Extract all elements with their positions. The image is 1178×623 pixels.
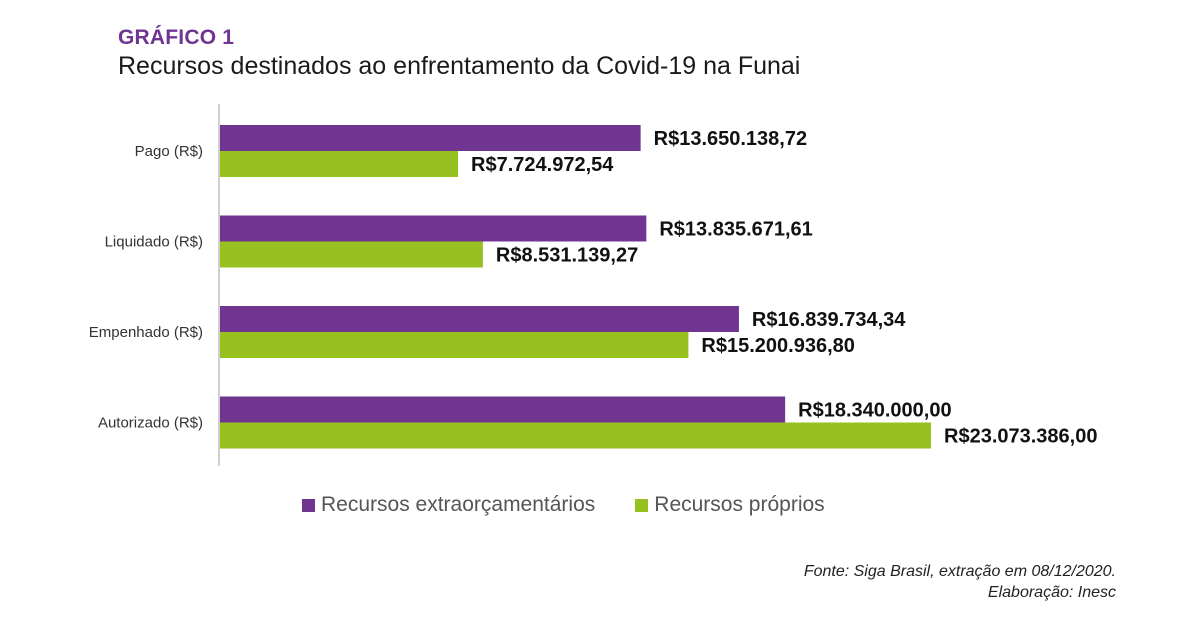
bar-extraorcamentarios (220, 215, 647, 242)
data-label: R$16.839.734,34 (752, 309, 906, 331)
data-label: R$15.200.936,80 (701, 335, 854, 357)
data-label: R$13.835.671,61 (659, 219, 812, 241)
data-label: R$7.724.972,54 (471, 154, 614, 176)
bar-proprios (220, 422, 931, 449)
legend-label: Recursos próprios (654, 493, 825, 516)
data-label: R$8.531.139,27 (496, 245, 638, 267)
legend-item-proprios: Recursos próprios (635, 493, 825, 517)
chart-title: Recursos destinados ao enfrentamento da … (118, 52, 801, 80)
bar-proprios (220, 241, 483, 268)
data-label: R$23.073.386,00 (944, 426, 1097, 448)
legend-swatch (302, 498, 315, 512)
category-label: Pago (R$) (135, 143, 203, 160)
legend: Recursos extraorçamentários Recursos pró… (302, 493, 825, 517)
bar-extraorcamentarios (220, 396, 786, 423)
data-label: R$18.340.000,00 (798, 400, 951, 422)
category-label: Empenhado (R$) (89, 324, 203, 341)
legend-label: Recursos extraorçamentários (321, 493, 596, 516)
bar-proprios (220, 151, 459, 177)
legend-swatch (635, 498, 649, 512)
bar-extraorcamentarios (220, 306, 739, 332)
credit-line: Elaboração: Inesc (987, 584, 1116, 601)
source-note: Fonte: Siga Brasil, extração em 08/12/20… (804, 561, 1116, 603)
chart-kicker: GRÁFICO 1 (118, 26, 235, 49)
source-line: Fonte: Siga Brasil, extração em 08/12/20… (803, 563, 1116, 580)
bar-extraorcamentarios (220, 125, 641, 151)
bar-proprios (220, 332, 689, 358)
category-label: Liquidado (R$) (105, 234, 203, 251)
category-label: Autorizado (R$) (98, 415, 203, 432)
data-label: R$13.650.138,72 (654, 128, 807, 150)
legend-item-extraorcamentarios: Recursos extraorçamentários (302, 493, 595, 517)
